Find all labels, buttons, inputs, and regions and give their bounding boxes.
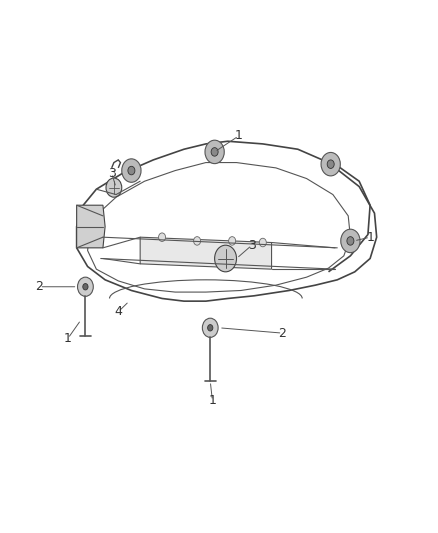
Text: 2: 2 [279,327,286,340]
Text: 1: 1 [235,130,243,142]
Text: 4: 4 [114,305,122,318]
PathPatch shape [77,205,105,248]
Circle shape [321,152,340,176]
Circle shape [202,318,218,337]
Circle shape [78,277,93,296]
Circle shape [259,238,266,247]
Circle shape [341,229,360,253]
Text: 1: 1 [366,231,374,244]
Circle shape [327,160,334,168]
Circle shape [83,284,88,290]
Circle shape [205,140,224,164]
Circle shape [159,233,166,241]
Circle shape [347,237,354,245]
Circle shape [211,148,218,156]
Text: 3: 3 [108,167,116,180]
Circle shape [128,166,135,175]
Circle shape [106,178,122,197]
Circle shape [122,159,141,182]
Text: 2: 2 [35,280,43,293]
Text: 3: 3 [248,239,256,252]
Text: 1: 1 [208,394,216,407]
Circle shape [229,237,236,245]
Circle shape [215,245,237,272]
Circle shape [208,325,213,331]
PathPatch shape [140,237,272,269]
Text: 1: 1 [64,332,72,345]
Circle shape [194,237,201,245]
